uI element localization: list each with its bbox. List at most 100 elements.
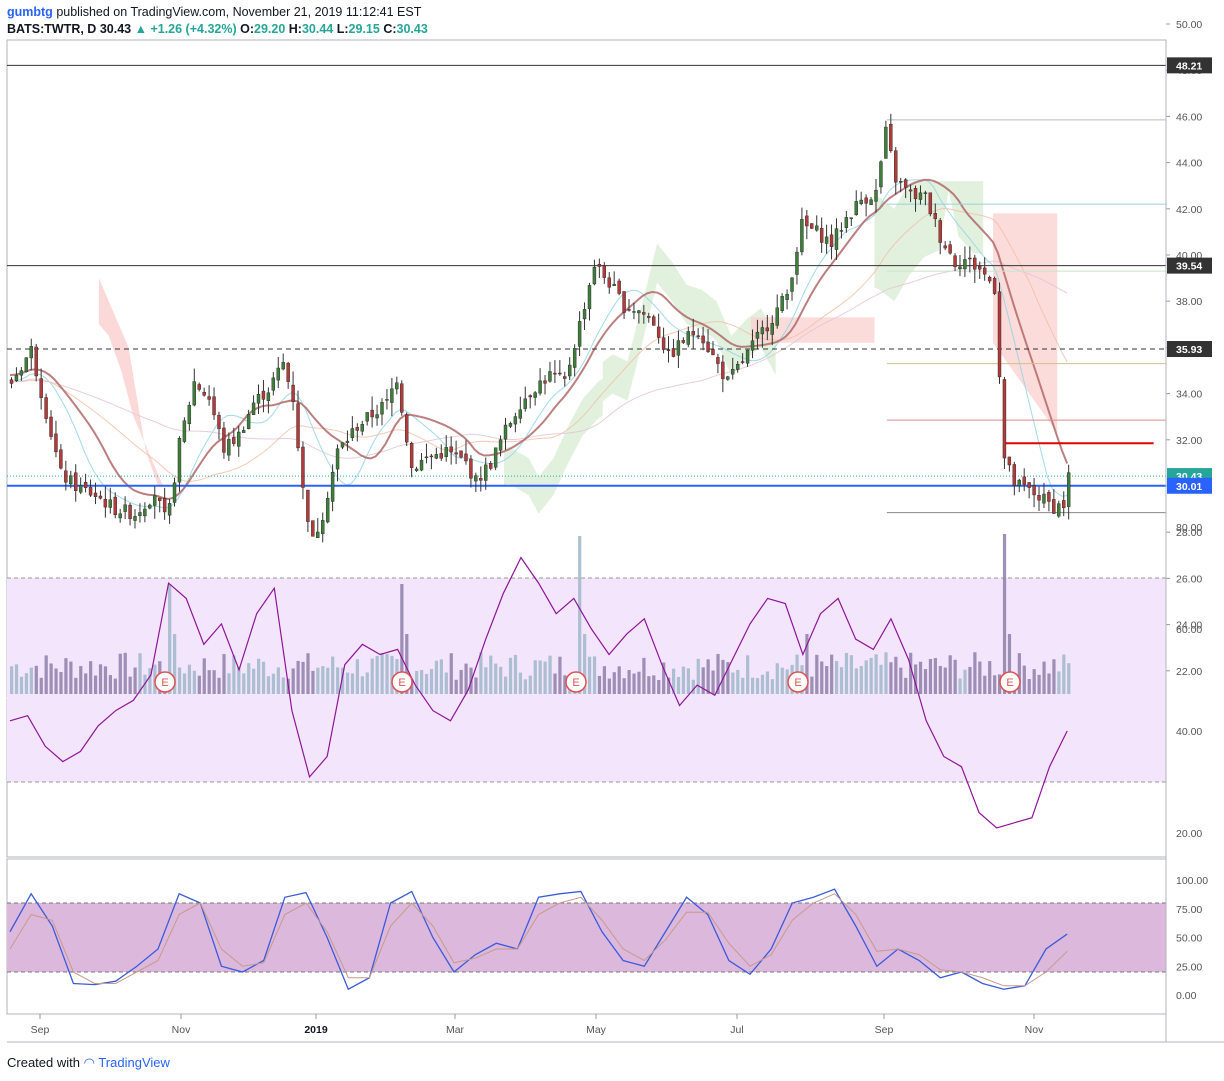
candle-body	[894, 150, 898, 183]
volume-bar	[681, 666, 686, 694]
candle-body	[819, 227, 824, 243]
volume-bar	[321, 666, 325, 694]
volume-bar	[1047, 673, 1051, 694]
earnings-marker-label: E	[398, 677, 405, 689]
volume-bar	[815, 654, 819, 694]
price-label-bg	[1167, 257, 1212, 274]
earnings-marker-circle	[999, 671, 1021, 693]
volume-bar	[1017, 653, 1021, 694]
volume-bar	[296, 660, 300, 694]
time-tick-label: May	[586, 1024, 607, 1036]
earnings-marker-circle	[787, 671, 809, 693]
candle-body	[889, 124, 893, 151]
volume-bar	[1007, 634, 1012, 694]
volume-bar	[973, 652, 977, 694]
volume-bar	[518, 672, 523, 694]
volume-bar	[508, 657, 513, 694]
candle-body	[64, 470, 68, 483]
candle-body	[286, 362, 290, 382]
candle-body	[691, 331, 695, 336]
volume-bar	[173, 634, 177, 694]
horizontal-levels	[7, 64, 1166, 514]
candle-body	[582, 309, 587, 320]
volume-bar	[849, 655, 853, 694]
candle-body	[839, 230, 844, 232]
volume-bar	[721, 659, 725, 694]
volume-bar	[390, 655, 394, 694]
candle-body	[711, 349, 715, 356]
volume-bar	[741, 677, 745, 694]
candle-body	[523, 398, 527, 409]
candle-body	[918, 192, 923, 200]
candle-body	[330, 472, 335, 502]
volume-bar	[113, 678, 117, 694]
volume-bar	[874, 654, 878, 694]
candle-body	[815, 225, 819, 231]
candle-body	[642, 312, 646, 315]
candle-body	[311, 520, 315, 537]
candle-body	[419, 459, 424, 471]
volume-bar	[79, 666, 83, 694]
candle-body	[676, 340, 681, 356]
candle-body	[647, 316, 651, 318]
volume-bar	[222, 654, 226, 694]
tradingview-link[interactable]: TradingView	[98, 1055, 170, 1070]
candle-body	[943, 245, 947, 249]
volume-bar	[336, 667, 340, 694]
volume-bar	[360, 676, 364, 694]
volume-bar	[538, 660, 542, 694]
candle-body	[834, 228, 839, 250]
candle-body	[39, 378, 43, 398]
candle-body	[375, 414, 379, 419]
price-tick-label: 42.00	[1176, 204, 1202, 216]
candle-body	[69, 475, 73, 485]
stoch-d-line	[9, 893, 1068, 987]
volume-bar	[820, 661, 824, 694]
price-label: 35.93	[1167, 341, 1212, 358]
candle-body	[696, 335, 700, 337]
candle-body	[617, 280, 621, 294]
candle-body	[716, 357, 720, 364]
volume-bar	[528, 675, 532, 694]
volume-bar	[64, 658, 68, 694]
candle-body	[854, 201, 858, 216]
candle-body	[982, 267, 987, 275]
volume-bar	[844, 652, 849, 694]
candle-body	[548, 371, 552, 382]
candle-body	[34, 346, 38, 377]
high-value: 30.44	[301, 22, 334, 36]
candle-body	[187, 405, 192, 425]
author-name[interactable]: gumbtg	[7, 5, 53, 19]
candle-body	[182, 420, 187, 442]
stoch-tick-label: 25.00	[1176, 961, 1202, 973]
candle-body	[271, 377, 276, 391]
candle-body	[968, 257, 972, 260]
candle-body	[266, 392, 271, 401]
volume-bar	[1022, 665, 1026, 694]
candle-body	[933, 213, 937, 220]
up-arrow-icon: ▲	[134, 22, 147, 36]
candle-body	[459, 450, 463, 458]
volume-bar	[454, 679, 458, 694]
candle-body	[14, 374, 19, 381]
volume-bar	[227, 673, 231, 694]
candle-body	[365, 412, 369, 422]
candle-body	[157, 497, 162, 501]
candle-body	[1047, 492, 1051, 502]
volume-bar	[637, 671, 641, 694]
volume-bar	[331, 656, 335, 694]
ma-medium	[9, 208, 1068, 482]
candle-body	[444, 447, 448, 458]
candle-body	[1032, 485, 1036, 496]
candle-body	[454, 452, 458, 455]
candle-body	[345, 440, 350, 443]
panel-frames	[6, 39, 1224, 1043]
candle-body	[19, 370, 24, 376]
price-axes: 50.0048.0046.0044.0042.0040.0038.0036.00…	[1165, 19, 1208, 1042]
publish-info: gumbtg published on TradingView.com, Nov…	[7, 5, 421, 19]
candle-body	[760, 327, 765, 335]
price-tick-label: 32.00	[1176, 435, 1202, 447]
candle-body	[973, 257, 977, 270]
